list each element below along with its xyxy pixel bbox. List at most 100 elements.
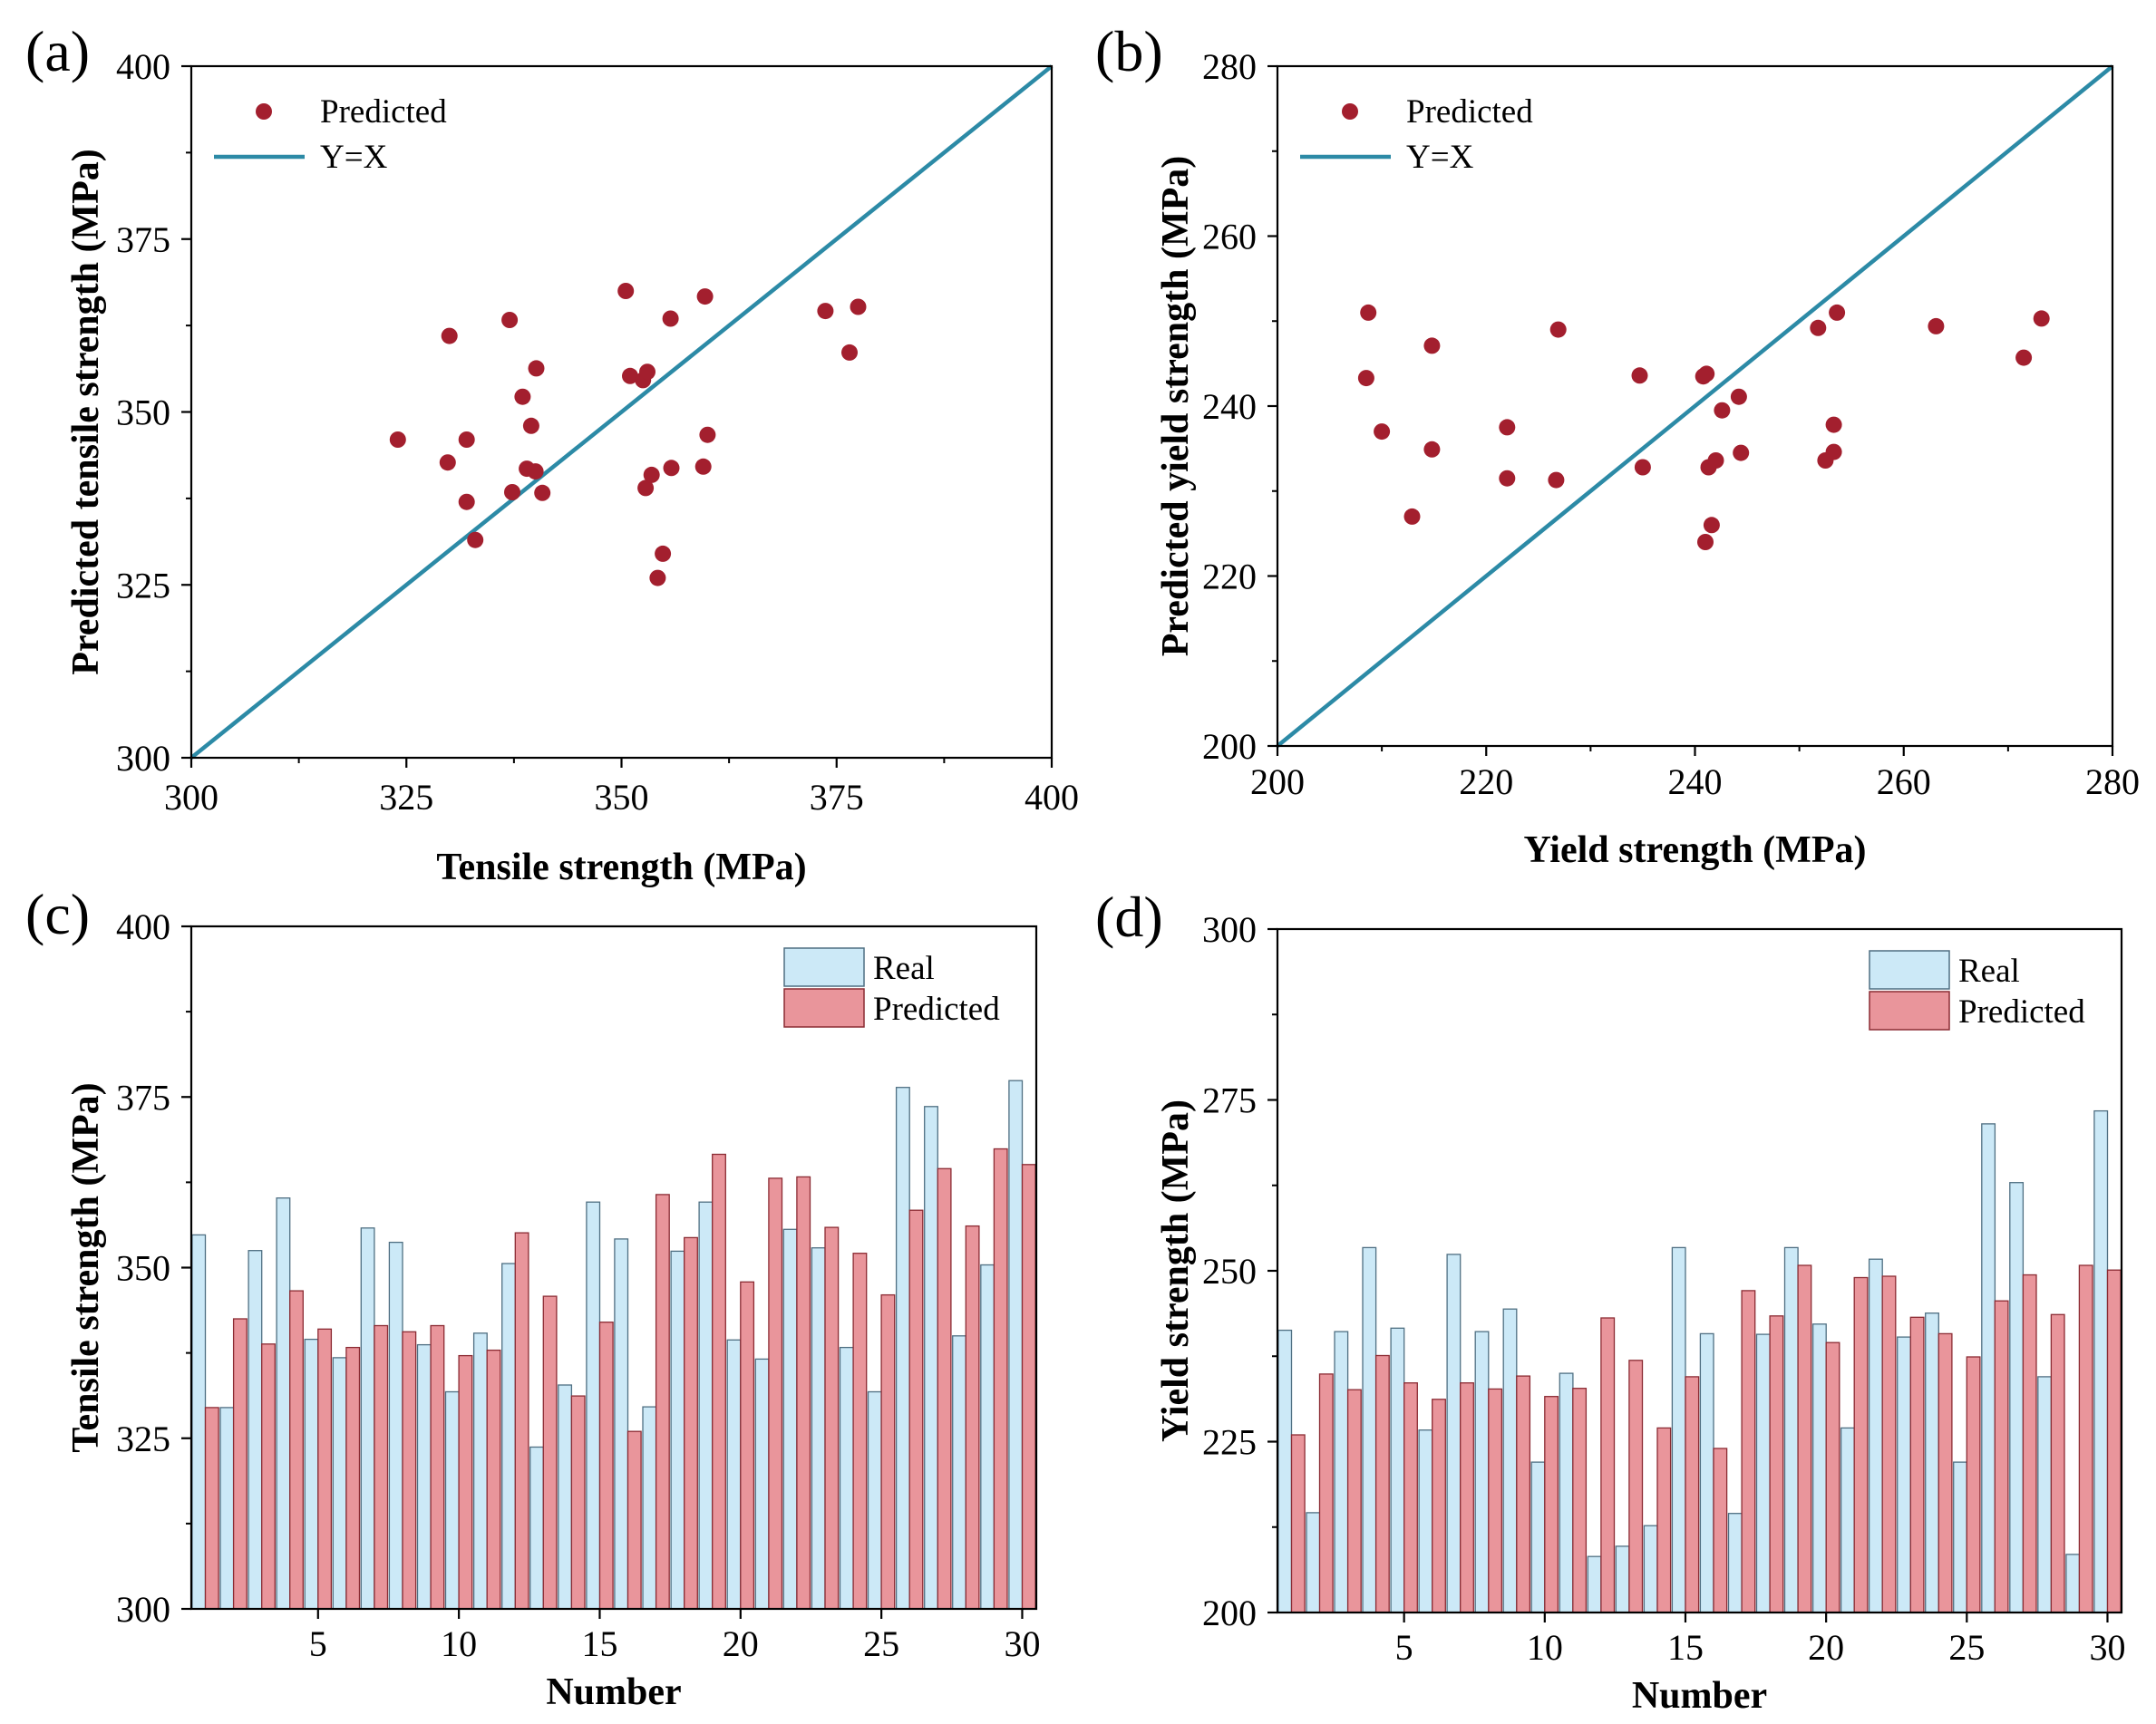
- data-point: [1825, 416, 1842, 433]
- bar-predicted: [1572, 1388, 1588, 1613]
- x-tick-label: 300: [164, 777, 219, 818]
- bar-predicted: [1544, 1396, 1559, 1613]
- data-point: [1697, 534, 1714, 550]
- panel-d: (d) 5 10 15 20 25 30 200 225 250 275 300 Number Yield…: [1095, 885, 2125, 1717]
- x-tick-label: 30: [1004, 1623, 1040, 1664]
- bar-real: [1727, 1513, 1743, 1613]
- y-tick-label: 225: [1202, 1422, 1257, 1463]
- bar-real: [811, 1247, 826, 1610]
- bar-real: [2065, 1554, 2081, 1613]
- data-point: [504, 484, 520, 500]
- legend-label-identity: Y=X: [320, 139, 388, 176]
- bar-predicted: [458, 1354, 473, 1610]
- x-tick-label: 240: [1668, 761, 1723, 802]
- bar-real: [1868, 1258, 1883, 1613]
- data-point: [1499, 470, 1516, 487]
- data-point: [1698, 365, 1715, 383]
- bar-real: [1981, 1123, 1996, 1613]
- bar-real: [867, 1390, 882, 1610]
- data-point: [696, 288, 714, 305]
- bar-real: [1559, 1372, 1574, 1613]
- bar-predicted: [2050, 1313, 2065, 1613]
- x-tick-label: 5: [309, 1623, 327, 1664]
- plot-area: [1276, 64, 2114, 748]
- x-tick-label: 20: [723, 1623, 759, 1664]
- y-axis-title: Predicted yield strength (MPa): [1155, 156, 1197, 657]
- x-tick-label: 15: [1667, 1627, 1704, 1668]
- panel-label: (c): [25, 882, 90, 946]
- plot-area: [189, 64, 1054, 760]
- data-point: [1423, 337, 1441, 354]
- y-tick-label: 375: [116, 219, 170, 260]
- bar-predicted: [1374, 1354, 1390, 1613]
- data-point: [534, 484, 551, 501]
- y-tick-label: 240: [1202, 386, 1257, 427]
- bar-real: [416, 1343, 432, 1610]
- bar-real: [2009, 1182, 2025, 1613]
- bar-predicted: [1600, 1317, 1616, 1613]
- bar-real: [1306, 1512, 1321, 1613]
- bar-predicted: [1516, 1375, 1531, 1613]
- bar-real: [191, 1234, 207, 1610]
- y-tick-label: 400: [116, 906, 170, 947]
- legend-marker-predicted: [256, 103, 272, 120]
- data-point: [850, 298, 867, 315]
- bar-real: [1671, 1246, 1686, 1613]
- bar-predicted: [768, 1177, 783, 1610]
- data-point: [2015, 349, 2033, 366]
- bar-predicted: [796, 1176, 811, 1610]
- data-point: [458, 493, 475, 510]
- x-axis-title: Yield strength (MPa): [1524, 829, 1867, 871]
- bar-predicted: [824, 1226, 840, 1610]
- y-axis-title: Yield strength (MPa): [1155, 1099, 1197, 1442]
- data-point: [1403, 508, 1421, 525]
- bar-predicted: [937, 1167, 952, 1610]
- legend-label-real: Real: [1958, 953, 2020, 990]
- bar-real: [1502, 1308, 1518, 1613]
- panel-c: (c) 5 10 15 20 25 30 300 325 350 375 400 Number Tensi…: [25, 882, 1040, 1713]
- y-tick-label: 260: [1202, 217, 1257, 257]
- data-point: [458, 431, 475, 448]
- data-point: [514, 388, 531, 405]
- x-tick-label: 10: [441, 1623, 477, 1664]
- y-tick-label: 275: [1202, 1080, 1257, 1121]
- bar-real: [980, 1264, 995, 1610]
- bar-predicted: [542, 1295, 558, 1610]
- panel-a: (a) 300 325 350 375 400 300 325 350 375 400 Tensile…: [25, 19, 1079, 888]
- bar-real: [642, 1406, 657, 1610]
- bar-predicted: [1937, 1332, 1953, 1613]
- panel-label: (b): [1095, 19, 1163, 83]
- y-tick-label: 400: [116, 46, 170, 87]
- data-point: [1714, 402, 1731, 419]
- x-tick-label: 20: [1808, 1627, 1844, 1668]
- bar-real: [1277, 1329, 1293, 1613]
- bar-predicted: [852, 1253, 868, 1610]
- bar-predicted: [317, 1328, 333, 1610]
- bar-predicted: [1318, 1373, 1334, 1613]
- y-tick-label: 375: [116, 1077, 170, 1118]
- y-tick-label: 300: [116, 1589, 170, 1630]
- legend-label-predicted: Predicted: [1958, 993, 2085, 1031]
- bar-predicted: [1853, 1276, 1869, 1613]
- data-point: [1733, 444, 1750, 461]
- bar-predicted: [374, 1324, 389, 1610]
- legend-label-predicted: Predicted: [1406, 93, 1533, 131]
- y-tick-label: 325: [116, 1419, 170, 1459]
- bar-predicted: [345, 1346, 361, 1610]
- data-point: [699, 426, 716, 443]
- bar-real: [782, 1228, 798, 1610]
- y-tick-label: 350: [116, 392, 170, 433]
- legend-marker-predicted: [1342, 103, 1358, 120]
- bar-predicted: [1021, 1164, 1036, 1610]
- x-tick-label: 30: [2089, 1627, 2125, 1668]
- y-tick-label: 350: [116, 1248, 170, 1289]
- identity-line: [1276, 64, 2114, 748]
- x-tick-label: 325: [379, 777, 433, 818]
- data-point: [1825, 443, 1842, 460]
- data-point: [817, 303, 834, 320]
- bar-predicted: [232, 1318, 248, 1610]
- data-point: [643, 466, 660, 483]
- bar-predicted: [684, 1236, 698, 1610]
- identity-line: [189, 64, 1054, 760]
- bar-predicted: [570, 1395, 586, 1610]
